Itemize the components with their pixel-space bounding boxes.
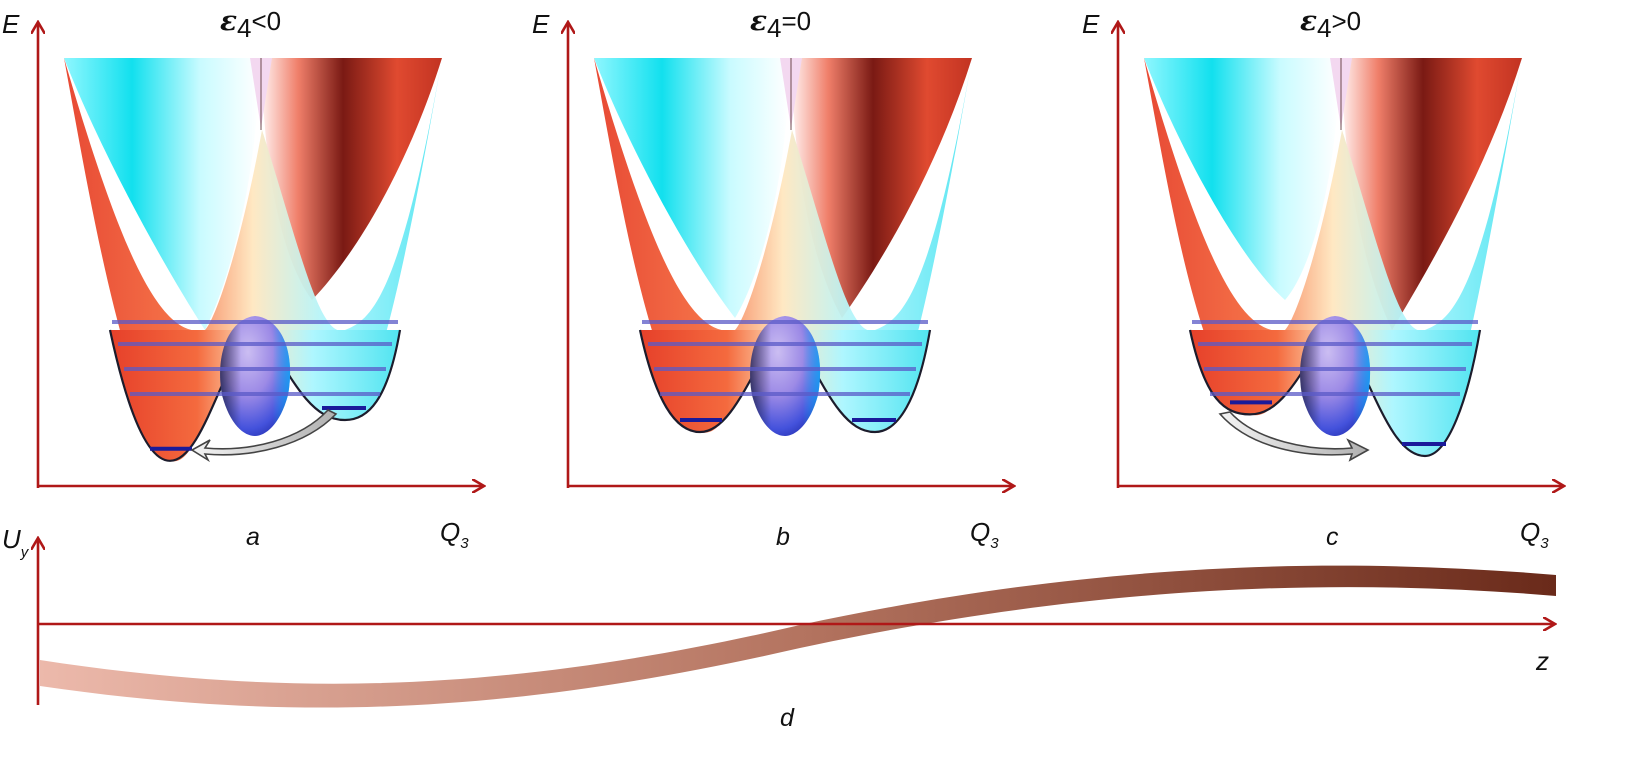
barrier-shading xyxy=(750,316,821,436)
panel-label: c xyxy=(1326,523,1339,551)
e-axis-label: E xyxy=(2,9,20,39)
panel-title: ε4<0 xyxy=(220,4,281,43)
barrier-shading xyxy=(1300,316,1371,436)
uy-axis-label: Uy xyxy=(2,524,30,561)
panel-title: ε4>0 xyxy=(1300,4,1361,43)
q3-axis-label: Q3 xyxy=(1520,517,1549,552)
panel-label: b xyxy=(776,523,790,551)
energy-panels: E Q3 ε4<0 a E Q3 ε4=0 b E Q3 ε4>0 c xyxy=(2,4,1562,552)
z-axis-label: z xyxy=(1535,646,1549,676)
upper-surface-cyan xyxy=(594,58,789,318)
tunneling-arrow xyxy=(1218,411,1370,462)
panel-d: Uy z d xyxy=(2,524,1556,732)
lower-well-body xyxy=(640,318,930,432)
q3-axis-label: Q3 xyxy=(440,517,469,552)
q3-axis-label: Q3 xyxy=(970,517,999,552)
panel-b: E Q3 ε4=0 b xyxy=(532,4,1012,552)
panel-title: ε4=0 xyxy=(750,4,811,43)
e-axis-label: E xyxy=(1082,9,1100,39)
barrier-shading xyxy=(220,316,291,436)
upper-surface-cyan xyxy=(1144,58,1339,300)
panel-c: E Q3 ε4>0 c xyxy=(1082,4,1562,552)
lower-well-body xyxy=(110,318,400,461)
upper-surface-red xyxy=(262,58,442,300)
uy-band xyxy=(40,565,1556,708)
e-axis-label: E xyxy=(532,9,550,39)
panel-a: E Q3 ε4<0 a xyxy=(2,4,482,552)
panel-label: a xyxy=(246,523,260,551)
lower-well-body xyxy=(1190,318,1480,456)
upper-surface-cyan xyxy=(64,58,259,330)
panel-d-label: d xyxy=(780,704,795,732)
upper-surface-red xyxy=(792,58,972,318)
tunneling-arrow xyxy=(190,409,338,463)
upper-surface-red xyxy=(1342,58,1522,330)
